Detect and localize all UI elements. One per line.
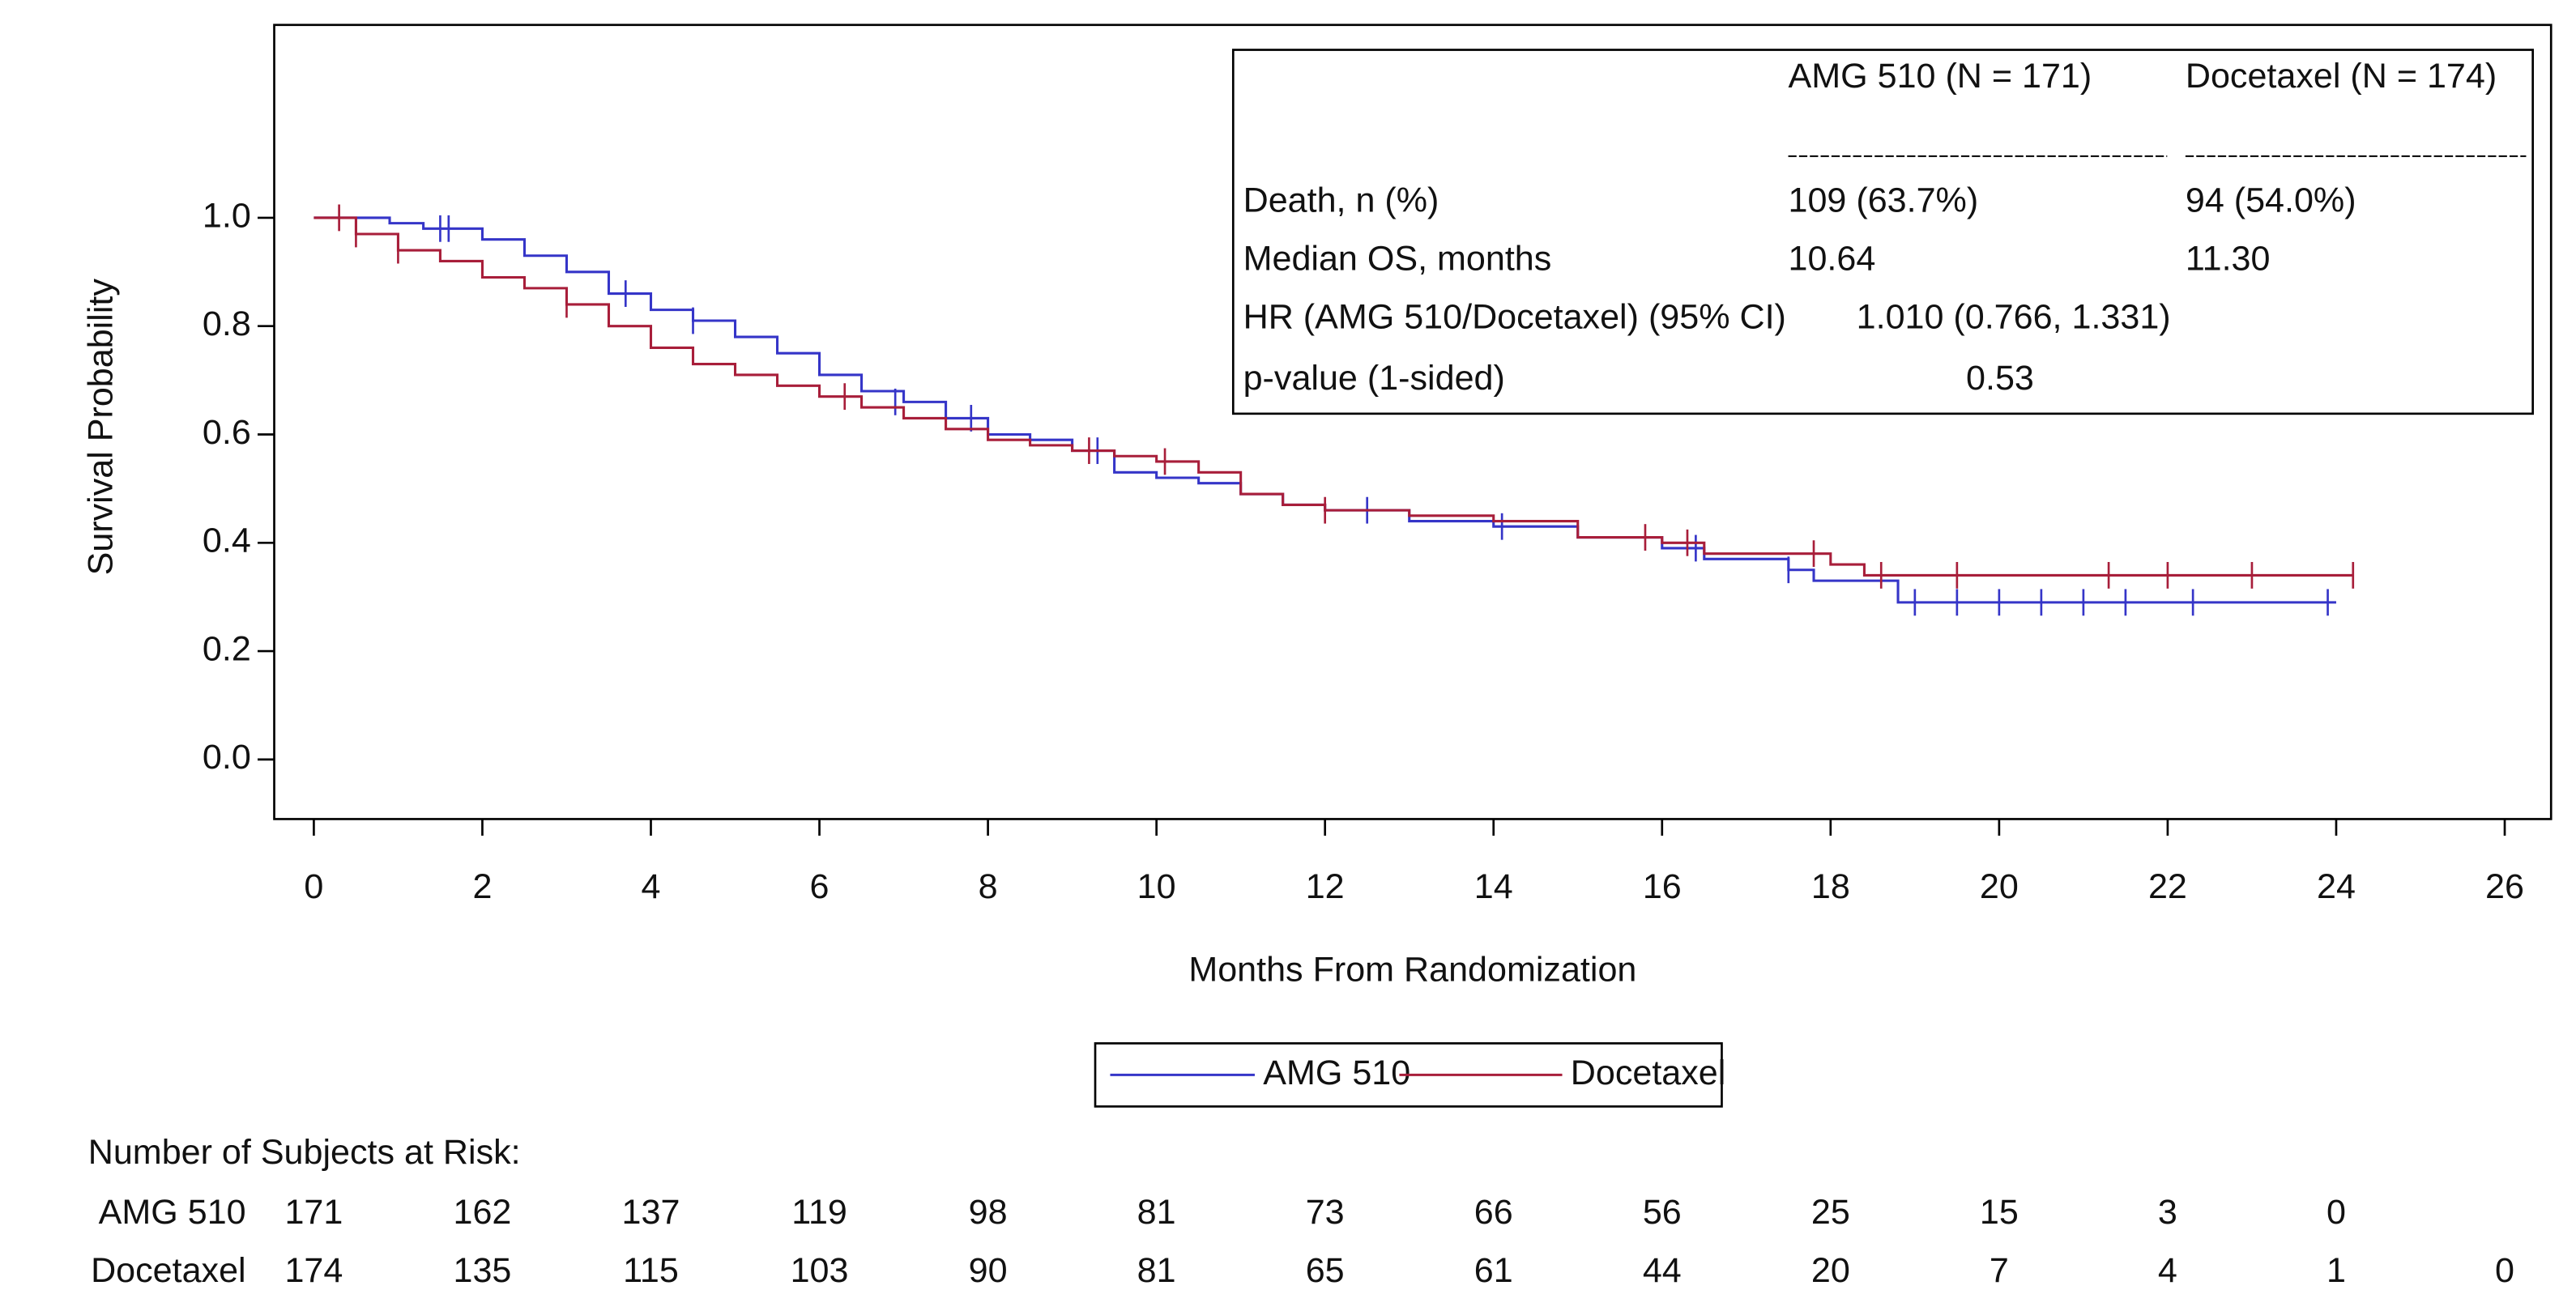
annotation-label: Median OS, months: [1243, 239, 1552, 278]
annotation-label: HR (AMG 510/Docetaxel) (95% CI): [1243, 297, 1786, 336]
risk-count: 81: [1137, 1193, 1176, 1232]
y-tick-label: 0.6: [203, 413, 251, 452]
y-tick-label: 0.4: [203, 522, 251, 560]
x-tick-label: 20: [1980, 867, 2019, 906]
x-tick-label: 6: [810, 867, 830, 906]
risk-count: 65: [1306, 1251, 1345, 1290]
annotation-value: 109 (63.7%): [1789, 181, 1979, 220]
risk-count: 0: [2327, 1193, 2346, 1232]
x-tick-label: 14: [1474, 867, 1513, 906]
annotation-header: Docetaxel (N = 174): [2186, 57, 2497, 96]
x-tick-label: 2: [472, 867, 492, 906]
x-tick-label: 12: [1306, 867, 1345, 906]
y-tick-label: 0.0: [203, 738, 251, 777]
legend-label: Docetaxel: [1571, 1054, 1726, 1092]
risk-count: 171: [284, 1193, 343, 1232]
risk-table-title: Number of Subjects at Risk:: [88, 1133, 521, 1172]
x-tick-label: 8: [979, 867, 998, 906]
y-tick-label: 0.8: [203, 304, 251, 343]
risk-count: 162: [454, 1193, 512, 1232]
risk-count: 73: [1306, 1193, 1345, 1232]
x-tick-label: 0: [304, 867, 323, 906]
annotation-value: 11.30: [2186, 239, 2271, 278]
risk-count: 115: [623, 1251, 679, 1290]
risk-row-name: AMG 510: [99, 1193, 246, 1232]
annotation-value: 94 (54.0%): [2186, 181, 2356, 220]
risk-count: 7: [1990, 1251, 2009, 1290]
risk-count: 15: [1980, 1193, 2019, 1232]
risk-count: 98: [969, 1193, 1008, 1232]
plot-frame: [273, 23, 2553, 820]
legend-label: AMG 510: [1263, 1054, 1410, 1092]
risk-count: 137: [622, 1193, 680, 1232]
risk-count: 0: [2495, 1251, 2514, 1290]
risk-count: 61: [1474, 1251, 1513, 1290]
risk-count: 56: [1643, 1193, 1682, 1232]
annotation-box: [1231, 49, 2534, 415]
x-tick-label: 10: [1137, 867, 1176, 906]
annotation-label: p-value (1-sided): [1243, 359, 1505, 398]
x-tick-label: 4: [642, 867, 661, 906]
annotation-value: 1.010 (0.766, 1.331): [1857, 297, 2171, 336]
y-tick-label: 1.0: [203, 196, 251, 235]
risk-count: 25: [1811, 1193, 1850, 1232]
y-axis-title: Survival Probability: [82, 279, 121, 576]
risk-count: 3: [2158, 1193, 2177, 1232]
x-axis-title: Months From Randomization: [1188, 951, 1636, 990]
annotation-header: AMG 510 (N = 171): [1789, 57, 2092, 96]
annotation-value: 10.64: [1789, 239, 1876, 278]
risk-count: 44: [1643, 1251, 1682, 1290]
x-tick-label: 24: [2317, 867, 2356, 906]
x-tick-label: 26: [2485, 867, 2524, 906]
risk-count: 90: [969, 1251, 1008, 1290]
x-tick-label: 16: [1643, 867, 1682, 906]
x-tick-label: 22: [2148, 867, 2187, 906]
y-tick-label: 0.2: [203, 629, 251, 668]
risk-row-name: Docetaxel: [91, 1251, 246, 1290]
risk-count: 135: [454, 1251, 512, 1290]
annotation-label: Death, n (%): [1243, 181, 1439, 220]
risk-count: 81: [1137, 1251, 1176, 1290]
risk-count: 103: [791, 1251, 849, 1290]
risk-count: 119: [791, 1193, 847, 1232]
risk-count: 4: [2158, 1251, 2177, 1290]
risk-count: 20: [1811, 1251, 1850, 1290]
risk-count: 66: [1474, 1193, 1513, 1232]
x-tick-label: 18: [1811, 867, 1850, 906]
annotation-value: 0.53: [1966, 359, 2034, 398]
survival-curve: [313, 216, 2353, 577]
risk-count: 174: [284, 1251, 343, 1290]
risk-count: 1: [2327, 1251, 2346, 1290]
